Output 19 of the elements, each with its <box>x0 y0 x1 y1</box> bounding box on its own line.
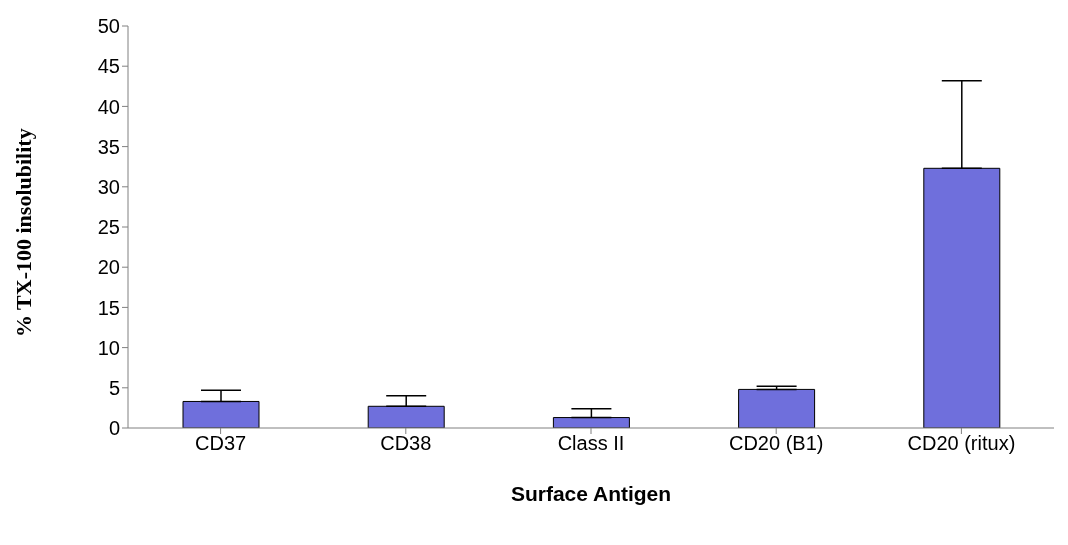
x-axis-title: Surface Antigen <box>510 481 672 505</box>
x-tick-label: Class II <box>557 432 625 455</box>
y-tick-label: 5 <box>108 376 120 399</box>
y-tick-label: 15 <box>97 296 120 319</box>
y-tick-label: 45 <box>97 55 120 78</box>
y-tick-label: 0 <box>108 417 120 440</box>
bar <box>738 388 816 428</box>
y-tick-label: 25 <box>97 216 120 239</box>
x-tick-label: CD20 (B1) <box>728 432 824 455</box>
x-tick-label: CD20 (ritux) <box>907 432 1016 455</box>
y-tick-label: 35 <box>97 135 120 158</box>
y-tick-label: 30 <box>97 175 120 198</box>
x-tick-label: CD38 <box>380 432 432 455</box>
y-tick-label: 40 <box>97 95 120 118</box>
y-tick-label: 10 <box>97 336 120 359</box>
y-axis-title: % TX-100 insolubility <box>10 128 36 337</box>
x-tick-label: CD37 <box>195 432 247 455</box>
y-tick-label: 50 <box>97 15 120 38</box>
y-tick-label: 20 <box>97 256 120 279</box>
